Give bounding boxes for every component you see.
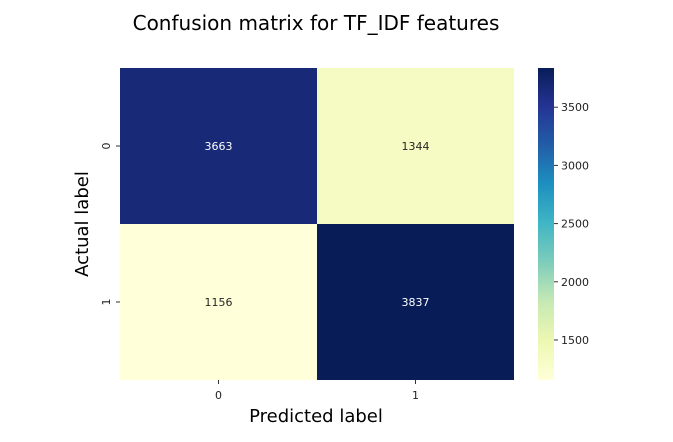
colorbar-tick-label: 1500 [561,334,589,347]
cell-value-0-0: 3663 [205,140,233,153]
heatmap-cell-0-0 [120,68,317,224]
chart-title: Confusion matrix for TF_IDF features [133,11,500,35]
x-tick-label: 1 [412,389,419,402]
heatmap-cell-1-1 [317,224,514,380]
x-tick-label: 0 [215,389,222,402]
heatmap-cell-0-1 [317,68,514,224]
colorbar [538,68,554,380]
colorbar-tick-label: 3000 [561,159,589,172]
heatmap-cells [120,68,514,380]
x-axis-label: Predicted label [249,406,383,427]
cell-value-0-1: 1344 [402,140,430,153]
colorbar-ticks: 1500 2000 2500 3000 3500 [554,101,589,347]
y-tick-label: 0 [100,143,113,150]
colorbar-tick-label: 2000 [561,276,589,289]
y-axis-label: Actual label [72,171,93,277]
y-axis-ticks: 01 [100,143,120,306]
cell-value-1-0: 1156 [205,296,233,309]
colorbar-tick-label: 2500 [561,218,589,231]
cell-value-1-1: 3837 [402,296,430,309]
colorbar-tick-label: 3500 [561,101,589,114]
y-tick-label: 1 [100,299,113,306]
heatmap-cell-labels: 3663 1344 1156 3837 [205,140,430,309]
heatmap-cell-1-0 [120,224,317,380]
